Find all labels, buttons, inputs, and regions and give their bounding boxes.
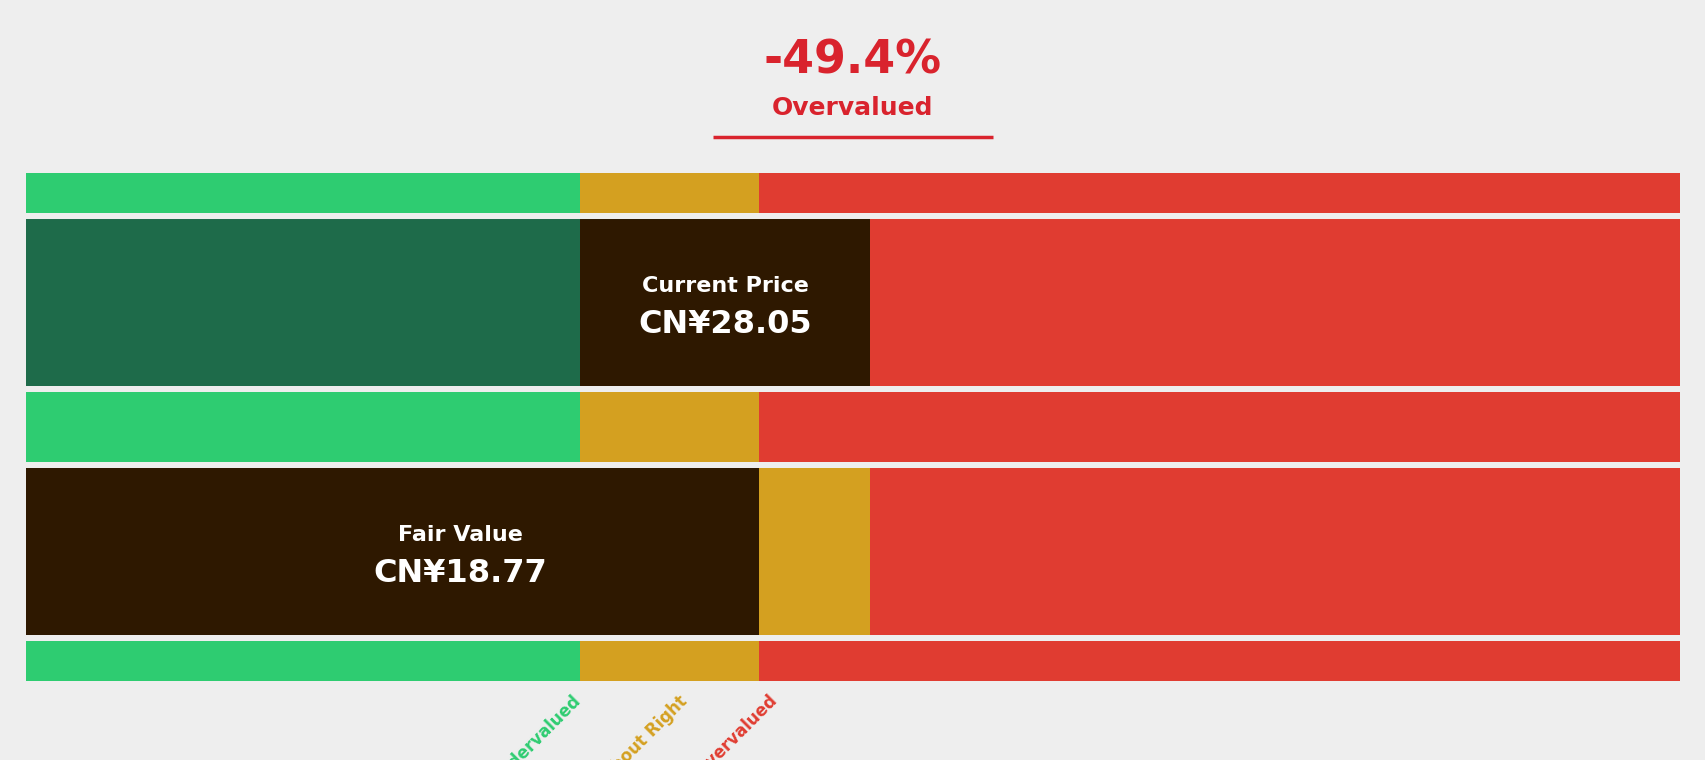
Bar [759, 641, 1679, 681]
Bar [580, 641, 759, 681]
Text: Current Price: Current Price [641, 276, 808, 296]
Bar [580, 173, 759, 213]
Bar [870, 468, 1679, 635]
Text: About Right: About Right [598, 692, 691, 760]
Bar [580, 423, 759, 462]
Text: Fair Value: Fair Value [397, 525, 523, 545]
Bar [26, 468, 580, 635]
Bar [26, 219, 580, 386]
Text: Overvalued: Overvalued [772, 96, 933, 120]
Bar [759, 468, 870, 635]
Text: CN¥18.77: CN¥18.77 [373, 558, 547, 589]
Bar [26, 641, 580, 681]
Bar [870, 219, 1679, 386]
Bar [759, 423, 1679, 462]
Bar [26, 423, 580, 462]
Bar [580, 219, 870, 386]
Bar [580, 392, 759, 432]
Text: CN¥28.05: CN¥28.05 [638, 309, 812, 340]
Bar [759, 173, 1679, 213]
Bar [26, 392, 580, 432]
Bar [26, 468, 759, 635]
Bar [759, 392, 1679, 432]
Text: 20% Undervalued: 20% Undervalued [455, 692, 583, 760]
Text: 20% Overvalued: 20% Overvalued [660, 692, 779, 760]
Bar [26, 173, 580, 213]
Text: -49.4%: -49.4% [764, 38, 941, 84]
